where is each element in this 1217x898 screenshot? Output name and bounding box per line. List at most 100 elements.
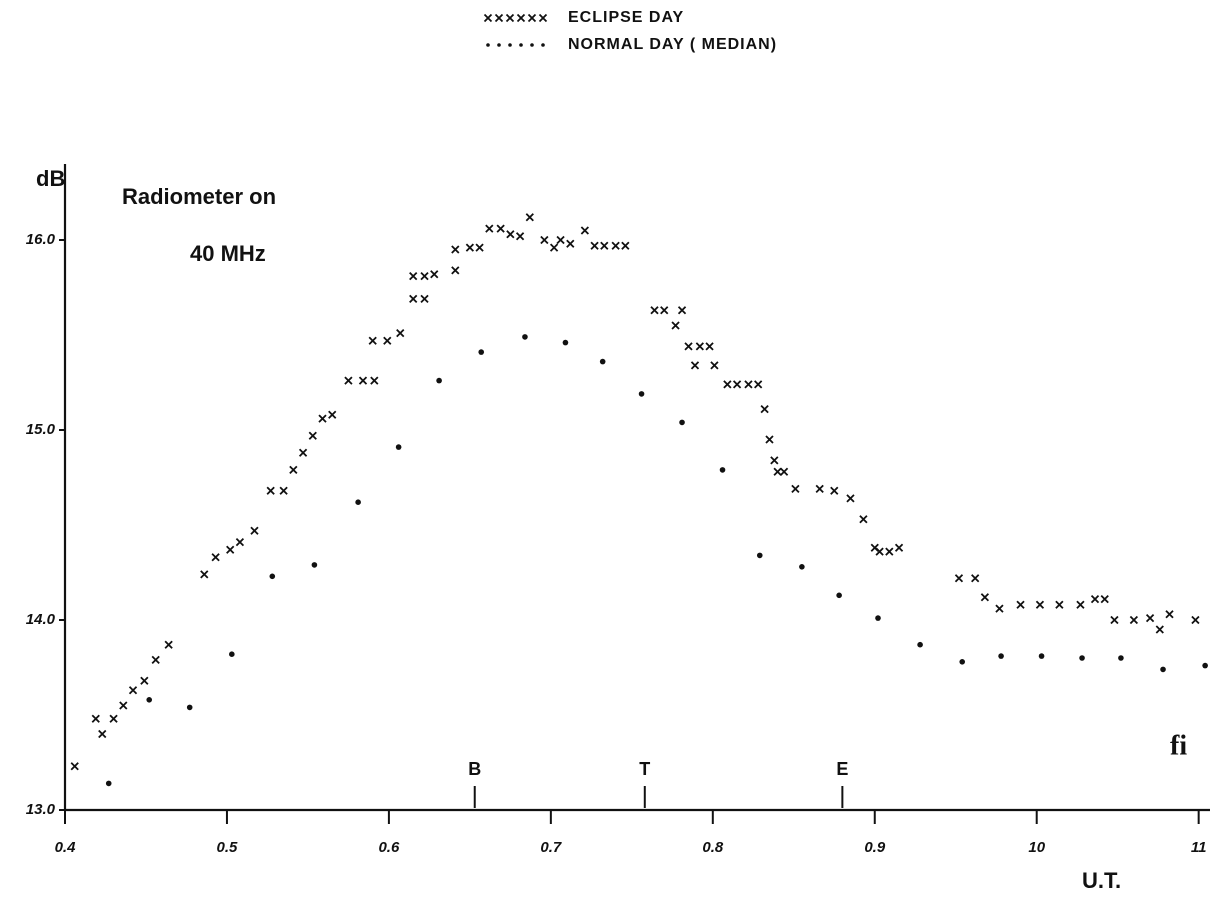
eclipse-point	[705, 342, 714, 351]
normal-point	[1038, 653, 1045, 659]
legend-symbol	[541, 43, 545, 47]
normal-point	[269, 573, 276, 580]
eclipse-point	[1035, 600, 1045, 609]
legend-label: ECLIPSE DAY	[568, 9, 684, 26]
normal-point	[311, 562, 318, 568]
eclipse-point	[506, 230, 515, 239]
eclipse-point	[1055, 600, 1064, 609]
eclipse-point	[128, 686, 138, 695]
eclipse-point	[485, 224, 494, 233]
normal-point	[1079, 655, 1085, 661]
eclipse-point	[971, 574, 980, 583]
normal-point	[917, 641, 923, 648]
eclipse-point	[344, 376, 353, 385]
eclipse-point	[1165, 610, 1174, 619]
eclipse-point	[744, 380, 753, 389]
eclipse-point	[1155, 625, 1164, 634]
eclipse-point	[475, 243, 484, 252]
legend-symbol	[527, 13, 537, 23]
eclipse-point	[420, 294, 429, 304]
y-tick-label: 14.0	[26, 611, 56, 628]
eclipse-point	[211, 553, 220, 562]
x-tick-label: 0.8	[702, 839, 724, 856]
normal-point	[522, 334, 528, 340]
eclipse-point	[566, 239, 575, 248]
eclipse-point	[773, 467, 782, 476]
normal-point	[599, 358, 606, 365]
normal-point	[562, 339, 569, 346]
eclipse-point	[621, 241, 630, 250]
eclipse-point	[91, 714, 100, 723]
eclipse-point	[1090, 594, 1100, 604]
eclipse-point	[318, 414, 327, 423]
event-label: T	[639, 759, 650, 779]
eclipse-point	[200, 570, 209, 579]
eclipse-point	[396, 328, 405, 338]
legend-symbol	[508, 43, 512, 47]
eclipse-point	[1145, 613, 1155, 623]
eclipse-point	[451, 266, 460, 275]
eclipse-point	[1016, 600, 1025, 609]
legend-symbol	[494, 13, 504, 23]
x-tick-label: 0.6	[378, 839, 400, 856]
eclipse-point	[980, 593, 990, 602]
eclipse-point	[885, 547, 894, 556]
normal-point	[105, 780, 112, 787]
eclipse-point	[1129, 615, 1139, 625]
eclipse-point	[298, 448, 308, 457]
legend-symbol	[530, 43, 534, 47]
legend-symbol	[538, 13, 548, 23]
normal-point	[229, 651, 235, 657]
x-tick-label: 10	[1028, 839, 1045, 856]
eclipse-point	[451, 245, 460, 254]
eclipse-point	[611, 241, 620, 250]
eclipse-point	[420, 271, 429, 281]
eclipse-point	[226, 545, 235, 554]
eclipse-point	[671, 321, 680, 330]
eclipse-point	[279, 486, 288, 495]
eclipse-point	[266, 486, 275, 495]
normal-point	[756, 552, 763, 559]
y-tick-label: 16.0	[26, 231, 56, 248]
eclipse-point	[430, 270, 439, 279]
eclipse-point	[383, 336, 392, 345]
eclipse-point	[109, 714, 118, 723]
normal-point	[799, 564, 805, 570]
eclipse-point	[779, 467, 789, 476]
legend-symbol	[483, 13, 493, 23]
legend-symbol	[497, 43, 501, 47]
eclipse-point	[409, 294, 418, 304]
normal-point	[998, 653, 1004, 659]
eclipse-point	[1110, 615, 1119, 625]
eclipse-point	[660, 306, 669, 315]
normal-point	[836, 592, 842, 599]
eclipse-point	[235, 537, 245, 547]
legend-symbol	[505, 13, 515, 23]
eclipse-point	[590, 241, 599, 250]
eclipse-point	[70, 762, 79, 771]
eclipse-point	[308, 431, 317, 440]
normal-point	[679, 419, 685, 426]
eclipse-point	[815, 484, 824, 494]
eclipse-point	[760, 404, 769, 414]
eclipse-point	[954, 574, 964, 583]
x-tick-label: 11	[1191, 839, 1207, 856]
eclipse-point	[875, 547, 884, 556]
normal-point	[146, 697, 153, 703]
eclipse-point	[525, 213, 534, 222]
eclipse-point	[791, 484, 800, 494]
x-tick-label: 0.4	[55, 839, 77, 856]
eclipse-point	[164, 640, 173, 649]
eclipse-point	[540, 235, 549, 245]
annotation: Radiometer on	[122, 184, 276, 209]
event-label: B	[468, 759, 481, 779]
normal-point	[1118, 655, 1124, 661]
eclipse-point	[732, 380, 742, 389]
normal-point	[478, 349, 485, 355]
eclipse-point	[690, 361, 700, 370]
eclipse-point	[515, 232, 525, 241]
eclipse-point	[710, 361, 719, 370]
eclipse-point	[995, 604, 1004, 613]
